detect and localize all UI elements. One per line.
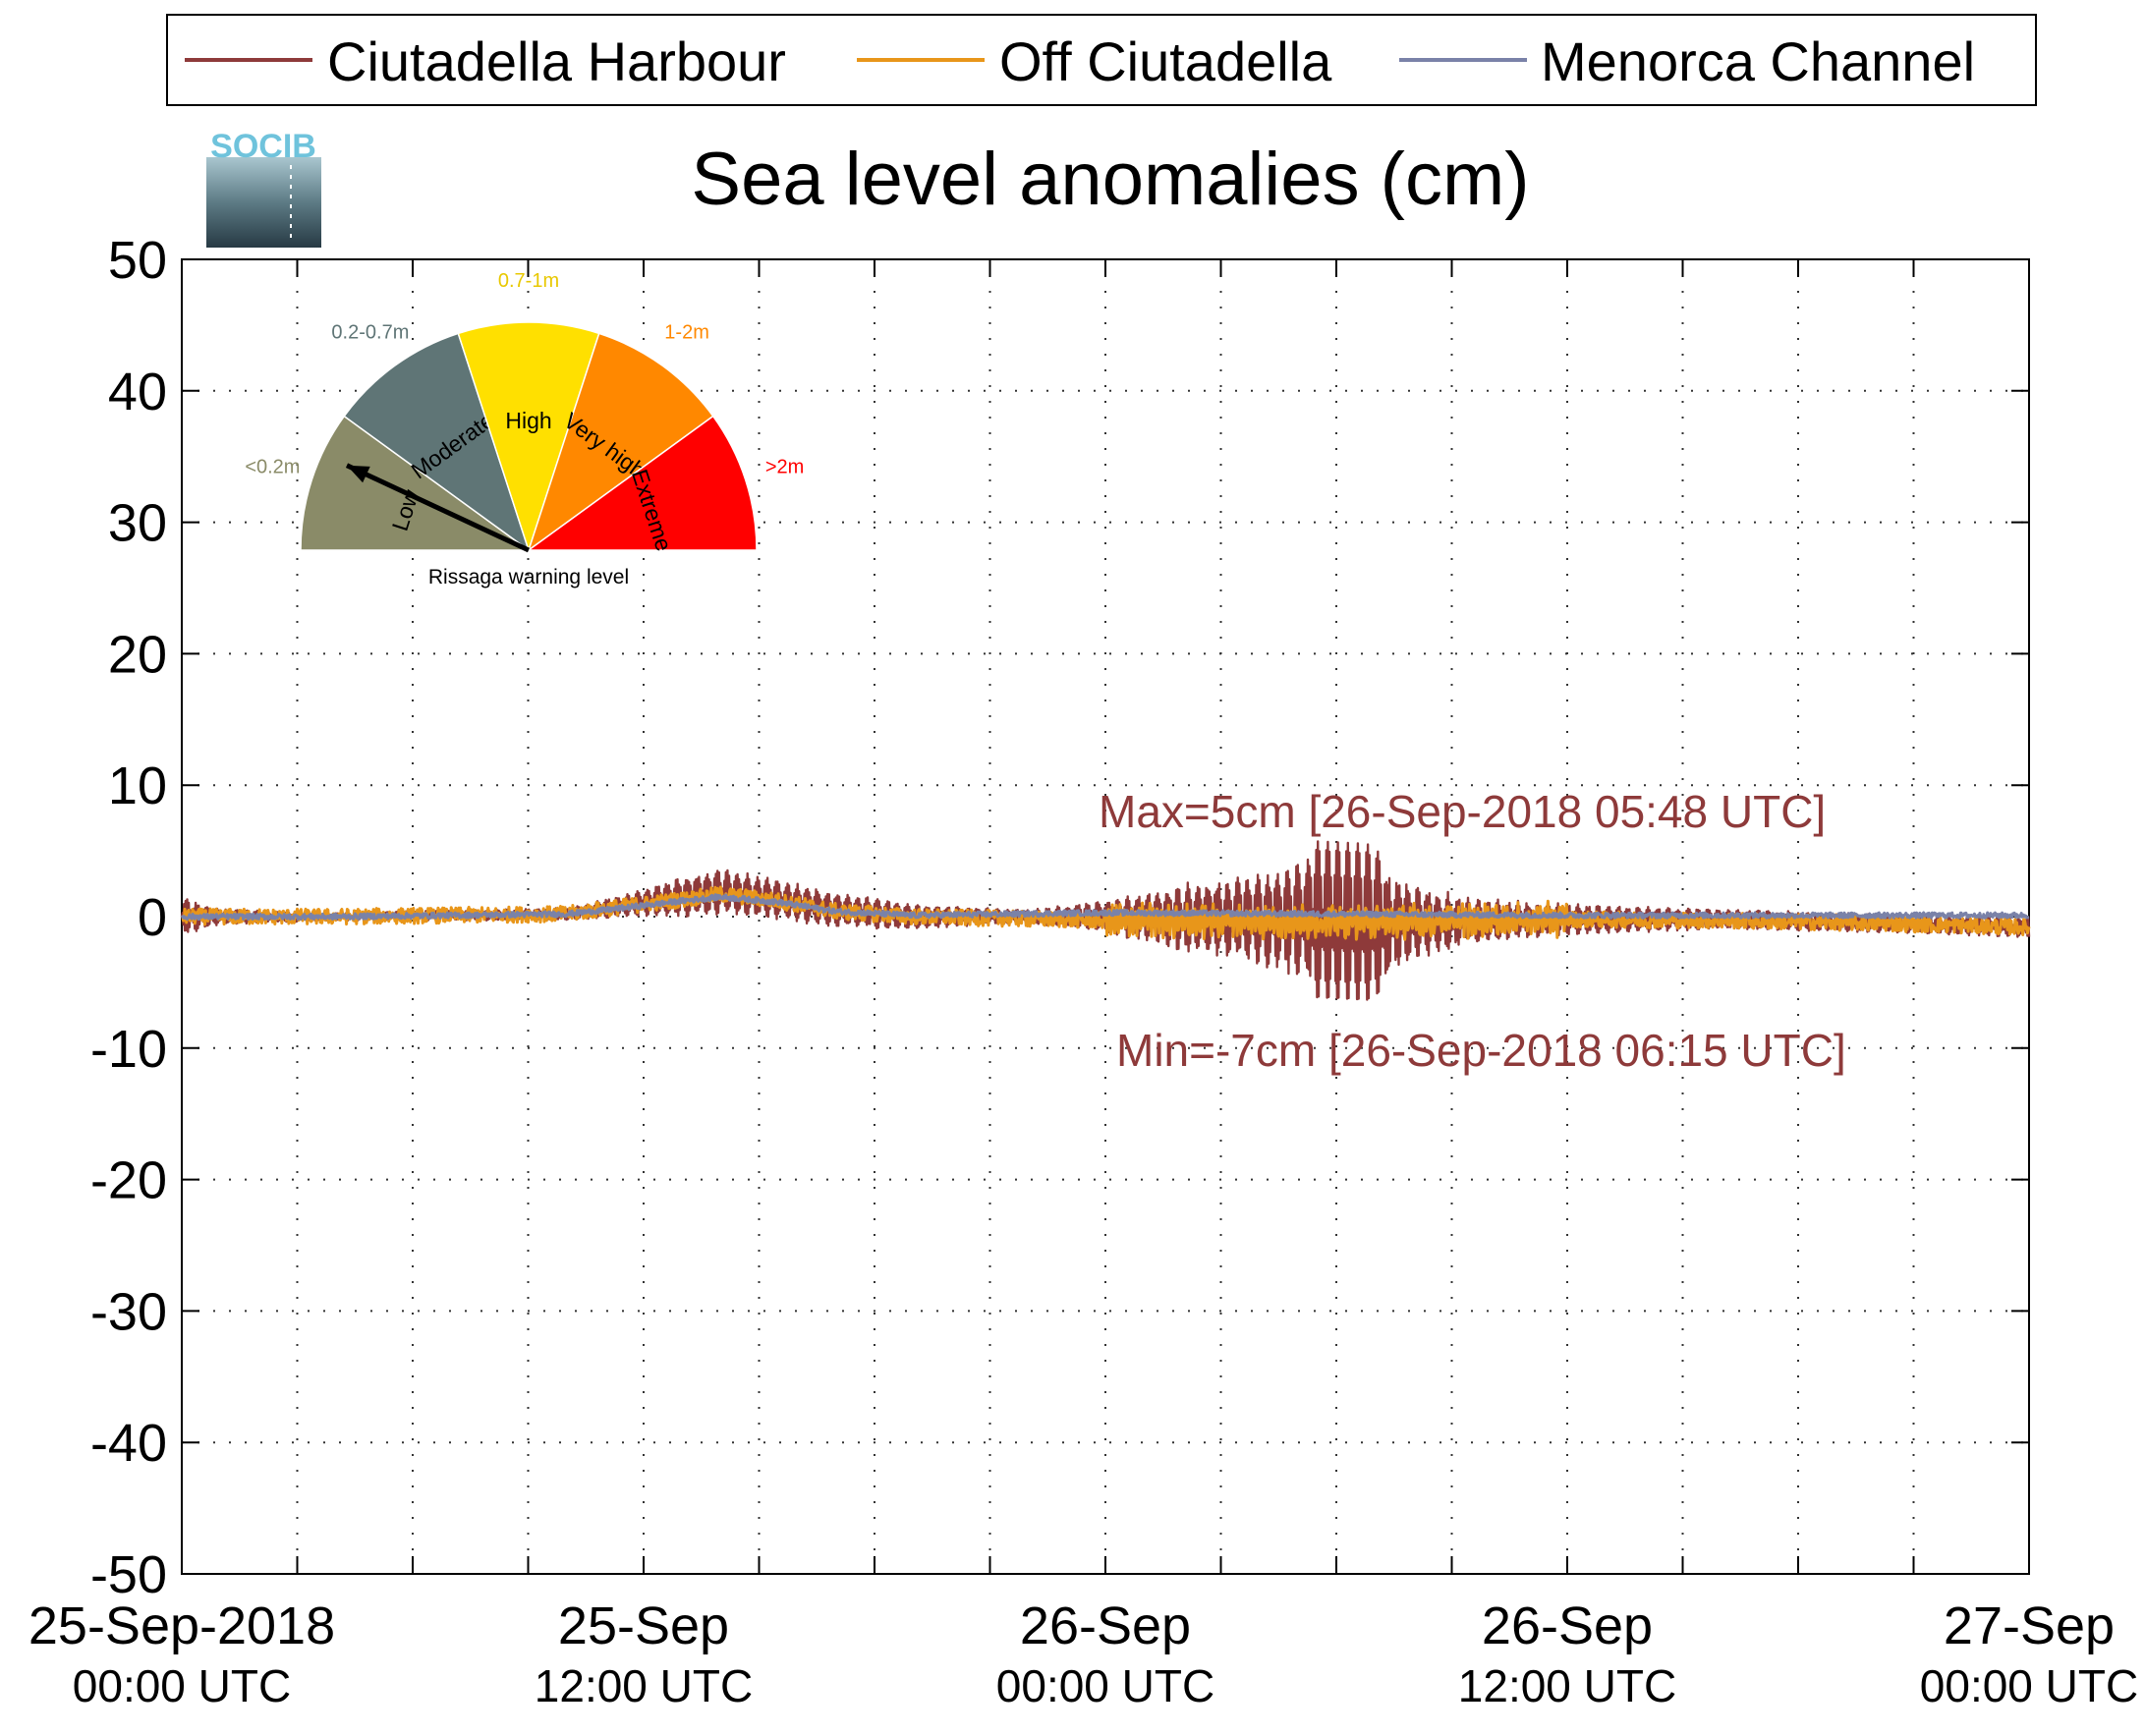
gauge-range-label: 0.2-0.7m	[331, 321, 409, 343]
chart-title: Sea level anomalies (cm)	[691, 138, 1529, 221]
y-tick-label: 0	[138, 888, 167, 947]
x-tick-label-time: 00:00 UTC	[73, 1660, 291, 1711]
gauge-needle	[345, 463, 531, 553]
legend: Ciutadella Harbour Off Ciutadella Menorc…	[166, 14, 2037, 106]
legend-label: Off Ciutadella	[999, 30, 1332, 92]
legend-box	[166, 14, 2037, 106]
y-tick-label: 50	[108, 231, 167, 290]
legend-label: Ciutadella Harbour	[327, 30, 786, 92]
y-axis-tick-labels: 50 40 30 20 10 0 -10 -20 -30 -40 -50	[90, 231, 167, 1604]
x-tick-label-date: 25-Sep	[558, 1596, 729, 1655]
y-tick-label: -30	[90, 1282, 167, 1341]
y-tick-label: -20	[90, 1151, 167, 1210]
gauge-sector-label: High	[505, 408, 551, 433]
series-menorca-channel	[180, 893, 2030, 922]
gauge-needle-arrowhead	[347, 465, 370, 483]
y-tick-label: -10	[90, 1020, 167, 1079]
y-tick-label: 30	[108, 494, 167, 553]
min-annotation: Min=-7cm [26-Sep-2018 06:15 UTC]	[1116, 1025, 1846, 1076]
x-tick-label-time: 12:00 UTC	[535, 1660, 753, 1711]
x-tick-label-date: 26-Sep	[1482, 1596, 1653, 1655]
y-tick-label: -40	[90, 1414, 167, 1473]
x-tick-label-date: 27-Sep	[1944, 1596, 2115, 1655]
gauge-sector-moderate	[343, 332, 531, 552]
legend-item-menorca-channel: Menorca Channel	[1399, 30, 1975, 92]
axis-ticks	[182, 258, 2029, 1575]
max-annotation: Max=5cm [26-Sep-2018 05:48 UTC]	[1099, 786, 1826, 837]
y-tick-label: 20	[108, 625, 167, 684]
gauge-sector-very-high	[527, 332, 714, 552]
logo-text: SOCIB	[210, 128, 316, 165]
x-tick-label-time: 00:00 UTC	[1920, 1660, 2138, 1711]
gauge-range-label: >2m	[765, 456, 804, 477]
x-tick-label-date: 26-Sep	[1020, 1596, 1191, 1655]
gauge-caption: Rissaga warning level	[428, 566, 629, 588]
gauge-range-label: 1-2m	[664, 321, 709, 343]
y-tick-label: 10	[108, 756, 167, 815]
gauge-sector-high	[457, 321, 600, 553]
y-tick-label: 40	[108, 363, 167, 421]
socib-logo: SOCIB	[206, 128, 321, 248]
legend-label: Menorca Channel	[1541, 30, 1975, 92]
gauge-range-label: 0.7-1m	[498, 270, 559, 292]
y-tick-label: -50	[90, 1545, 167, 1604]
gauge-range-label: <0.2m	[245, 456, 300, 477]
series-layer	[180, 840, 2031, 1001]
gauge-sector-extreme	[526, 415, 758, 551]
x-tick-label-date: 25-Sep-2018	[28, 1596, 335, 1655]
legend-item-off-ciutadella: Off Ciutadella	[857, 30, 1332, 92]
x-tick-label-time: 00:00 UTC	[996, 1660, 1214, 1711]
x-tick-label-time: 12:00 UTC	[1458, 1660, 1676, 1711]
legend-item-ciutadella-harbour: Ciutadella Harbour	[185, 30, 786, 92]
gauge-sector-low	[300, 415, 532, 551]
